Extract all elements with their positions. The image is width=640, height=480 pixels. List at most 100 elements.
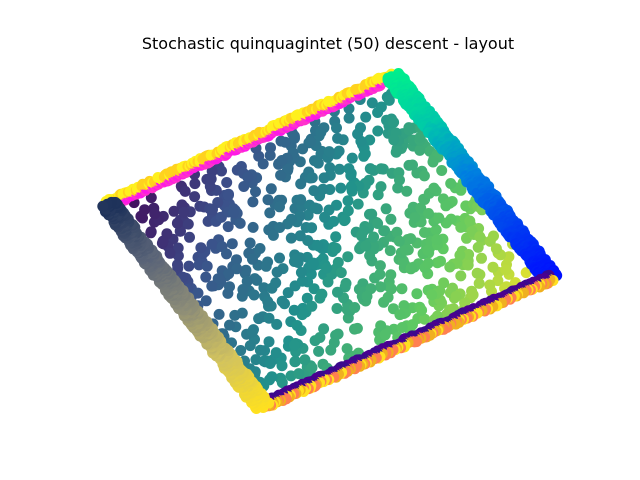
interior-point — [260, 260, 272, 272]
interior-point — [414, 131, 426, 143]
interior-point — [436, 165, 448, 176]
interior-point — [274, 201, 285, 213]
interior-point — [270, 277, 282, 289]
interior-point — [464, 215, 476, 227]
interior-point — [391, 226, 403, 238]
interior-point — [394, 309, 406, 321]
interior-point — [330, 242, 342, 254]
interior-point — [265, 183, 277, 195]
interior-point — [285, 232, 297, 244]
interior-point — [195, 242, 207, 254]
interior-point — [157, 235, 169, 247]
interior-point — [309, 202, 321, 214]
interior-point — [332, 256, 344, 268]
interior-point — [313, 345, 325, 357]
interior-point — [302, 209, 314, 221]
interior-point — [221, 248, 232, 260]
interior-point — [428, 182, 440, 194]
interior-point — [339, 281, 351, 293]
interior-point — [490, 243, 502, 255]
interior-point — [254, 243, 266, 254]
interior-point — [271, 266, 283, 278]
interior-point — [274, 252, 285, 264]
chart-title: Stochastic quinquagintet (50) descent - … — [142, 34, 514, 53]
interior-point — [335, 267, 347, 279]
interior-point — [433, 212, 445, 224]
interior-point — [242, 171, 254, 183]
interior-point — [360, 240, 372, 252]
interior-point — [419, 227, 430, 238]
interior-point — [264, 374, 275, 386]
interior-point — [247, 196, 259, 208]
interior-point — [500, 264, 512, 276]
interior-point — [419, 313, 431, 325]
interior-point — [375, 181, 387, 193]
edge-point-left — [97, 200, 109, 212]
interior-point — [372, 107, 384, 118]
interior-point — [356, 230, 367, 242]
interior-point — [288, 304, 300, 316]
interior-point — [372, 125, 384, 137]
interior-point — [335, 182, 347, 194]
interior-point — [295, 178, 307, 190]
interior-point — [467, 289, 479, 301]
interior-point — [355, 122, 366, 134]
interior-point — [368, 241, 380, 253]
interior-point — [316, 288, 328, 300]
interior-point — [263, 312, 275, 324]
interior-point — [332, 328, 344, 340]
interior-point — [488, 230, 499, 242]
interior-point — [291, 320, 303, 331]
interior-point — [396, 283, 408, 295]
interior-point — [462, 259, 474, 271]
interior-point — [257, 158, 269, 170]
interior-point — [253, 313, 265, 325]
interior-point — [294, 230, 306, 242]
interior-point — [213, 273, 225, 285]
interior-point — [323, 146, 335, 158]
interior-point — [264, 149, 276, 161]
interior-point — [390, 146, 402, 158]
interior-point — [415, 202, 427, 214]
interior-point — [384, 245, 396, 257]
interior-point — [224, 281, 235, 293]
interior-point — [222, 189, 234, 201]
interior-point — [328, 215, 340, 227]
interior-point — [423, 208, 434, 219]
interior-point — [306, 362, 318, 374]
interior-point — [295, 267, 307, 278]
interior-point — [405, 262, 417, 274]
interior-point — [375, 281, 387, 293]
interior-point — [396, 322, 408, 333]
interior-point — [290, 253, 302, 265]
interior-point — [235, 345, 247, 356]
interior-point — [299, 354, 311, 366]
interior-point — [372, 218, 384, 229]
interior-point — [394, 174, 405, 186]
interior-point — [334, 163, 345, 175]
interior-point — [411, 288, 423, 300]
interior-point — [358, 150, 370, 162]
interior-point — [275, 169, 287, 181]
interior-point — [366, 97, 378, 109]
interior-point — [172, 242, 184, 254]
interior-point — [382, 291, 394, 303]
interior-point — [444, 261, 456, 273]
interior-point — [308, 257, 319, 269]
interior-point — [297, 143, 309, 155]
interior-point — [418, 170, 430, 182]
interior-point — [241, 275, 253, 287]
interior-point — [262, 194, 274, 206]
interior-point — [331, 303, 343, 314]
interior-point — [282, 162, 294, 174]
interior-point — [375, 320, 387, 332]
interior-point — [216, 165, 227, 177]
interior-point — [318, 323, 330, 335]
interior-point — [317, 183, 329, 195]
interior-point — [222, 221, 234, 233]
interior-point — [366, 208, 378, 220]
interior-point — [164, 247, 176, 259]
interior-point — [473, 277, 485, 289]
interior-point — [463, 249, 475, 260]
interior-point — [431, 234, 443, 246]
